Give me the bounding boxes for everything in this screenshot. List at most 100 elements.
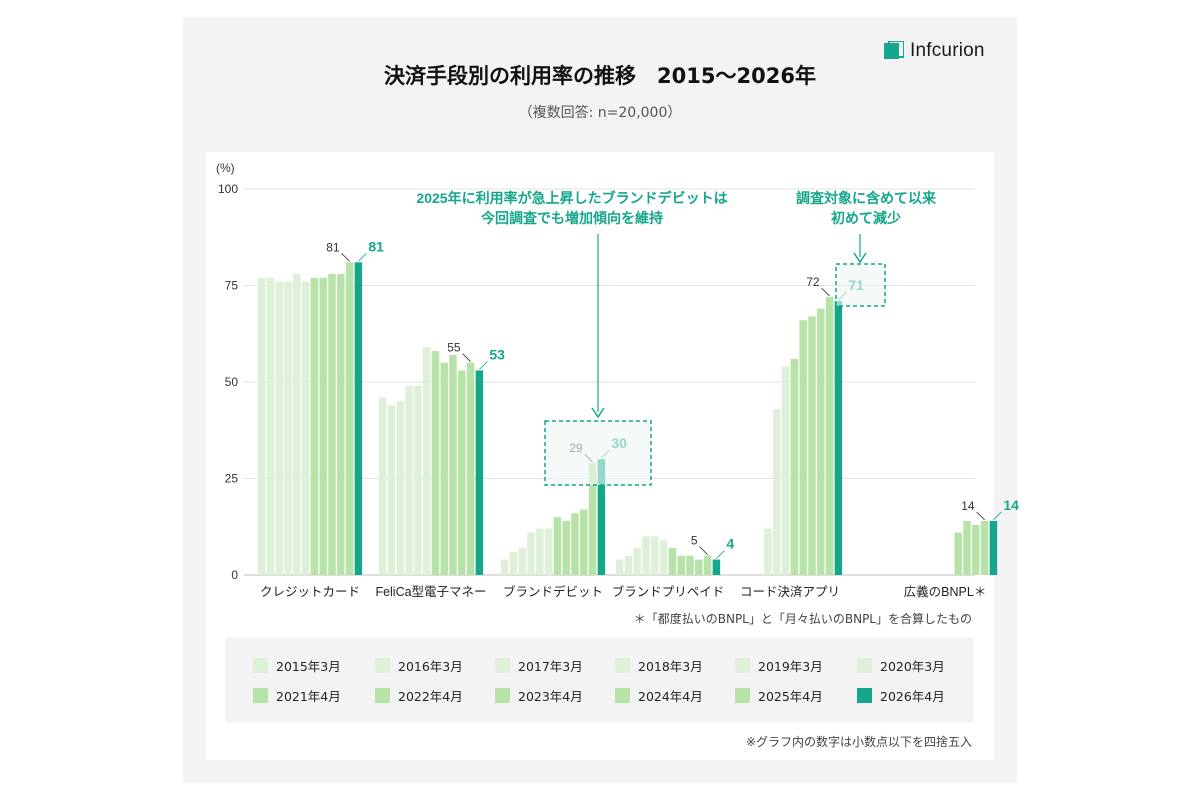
x-category-label: 広義のBNPL＊ (904, 584, 987, 599)
x-category-label: ブランドプリペイド (612, 584, 725, 599)
bar (553, 517, 562, 575)
bar (536, 528, 544, 575)
bar (449, 354, 457, 575)
value-label-latest: 53 (489, 346, 505, 362)
bar (773, 409, 781, 575)
legend-swatch (495, 658, 510, 673)
chart-title: 決済手段別の利用率の推移 2015～2026年 (384, 64, 816, 88)
legend-swatch (615, 688, 630, 703)
value-label-leader (976, 511, 985, 521)
annotation-brand-debit-line1: 2025年に利用率が急上昇したブランドデビットは (416, 190, 727, 206)
bar (266, 277, 275, 575)
legend-label: 2015年3月 (276, 659, 341, 674)
bar (668, 547, 677, 575)
bar (354, 262, 363, 575)
bar (458, 370, 466, 575)
value-label-previous: 72 (806, 275, 820, 289)
bar (475, 370, 484, 575)
legend-swatch (735, 688, 750, 703)
legend-item: 2021年4月 (253, 686, 341, 705)
bar (396, 401, 404, 575)
value-label-leader (699, 546, 708, 555)
bar (808, 316, 816, 575)
bar (712, 559, 721, 575)
legend-swatch (253, 658, 268, 673)
value-label-leader (993, 511, 1002, 521)
x-category-label: クレジットカード (260, 585, 360, 599)
bar (580, 509, 588, 575)
legend-item: 2024年4月 (615, 686, 703, 705)
value-label-latest: 14 (1003, 497, 1019, 513)
legend-label: 2023年4月 (518, 689, 583, 704)
bar (527, 532, 535, 575)
brand-name: Infcurion (910, 40, 985, 61)
bar (345, 262, 354, 575)
bar (328, 273, 336, 575)
bar (615, 559, 624, 575)
bar (989, 520, 998, 575)
bar (509, 551, 518, 575)
x-category-label: コード決済アプリ (740, 584, 840, 599)
y-tick-label: 100 (218, 182, 238, 196)
x-category-label: ブランドデビット (503, 584, 603, 599)
legend-label: 2020年3月 (880, 659, 945, 674)
annotation-arrow-head (591, 407, 605, 419)
value-label-leader (821, 287, 830, 297)
bar (659, 540, 668, 575)
y-tick-label: 0 (231, 568, 238, 582)
legend-item: 2023年4月 (495, 686, 583, 705)
legend-item: 2019年3月 (735, 656, 823, 675)
bar (275, 281, 283, 575)
legend-swatch (375, 688, 390, 703)
annotation-code-payment-line2: 初めて減少 (831, 210, 901, 226)
bar (257, 277, 266, 575)
legend-item: 2017年3月 (495, 656, 583, 675)
legend-swatch (857, 658, 872, 673)
y-tick-label: 75 (225, 279, 239, 293)
legend-label: 2025年4月 (758, 689, 823, 704)
value-label-leader (479, 361, 488, 370)
bar (954, 532, 962, 575)
bar (431, 351, 440, 575)
bar (337, 273, 345, 575)
bar (686, 555, 694, 575)
bar (378, 397, 387, 575)
bar (817, 308, 825, 575)
bar (764, 528, 772, 575)
legend-label: 2022年4月 (398, 689, 463, 704)
bar (642, 536, 650, 575)
legend-label: 2026年4月 (880, 689, 945, 704)
bar (422, 347, 431, 575)
legend-swatch (735, 658, 750, 673)
bar (310, 277, 319, 575)
bar (387, 405, 396, 575)
annotation-highlight-box (544, 420, 652, 486)
annotation-arrow-head (853, 252, 867, 264)
legend-label: 2018年3月 (638, 659, 703, 674)
bar (695, 559, 703, 575)
value-label-latest: 4 (726, 536, 734, 552)
value-label-leader (716, 550, 725, 559)
bar (293, 273, 301, 575)
legend-label: 2017年3月 (518, 659, 583, 674)
legend-label: 2024年4月 (638, 689, 703, 704)
value-label-previous: 55 (447, 341, 461, 355)
legend-swatch (375, 658, 390, 673)
bar (703, 555, 712, 575)
legend: 2015年3月 2016年3月 2017年3月 2018年3月 2019年3月 2020年… (225, 638, 973, 722)
footnote: ＊「都度払いのBNPL」と「月々払いのBNPL」を合算したもの (633, 612, 972, 626)
bar (651, 536, 659, 575)
bar (466, 362, 475, 575)
annotation-highlight-box (835, 263, 886, 307)
value-label-leader (341, 253, 350, 262)
value-label-leader (358, 253, 367, 262)
bar (799, 320, 807, 575)
bar (414, 385, 422, 575)
bar (440, 362, 448, 575)
bar (972, 524, 980, 575)
value-label-latest: 81 (368, 238, 384, 254)
legend-item: 2026年4月 (857, 686, 945, 705)
legend-item: 2020年3月 (857, 656, 945, 675)
value-label-leader (462, 353, 471, 362)
